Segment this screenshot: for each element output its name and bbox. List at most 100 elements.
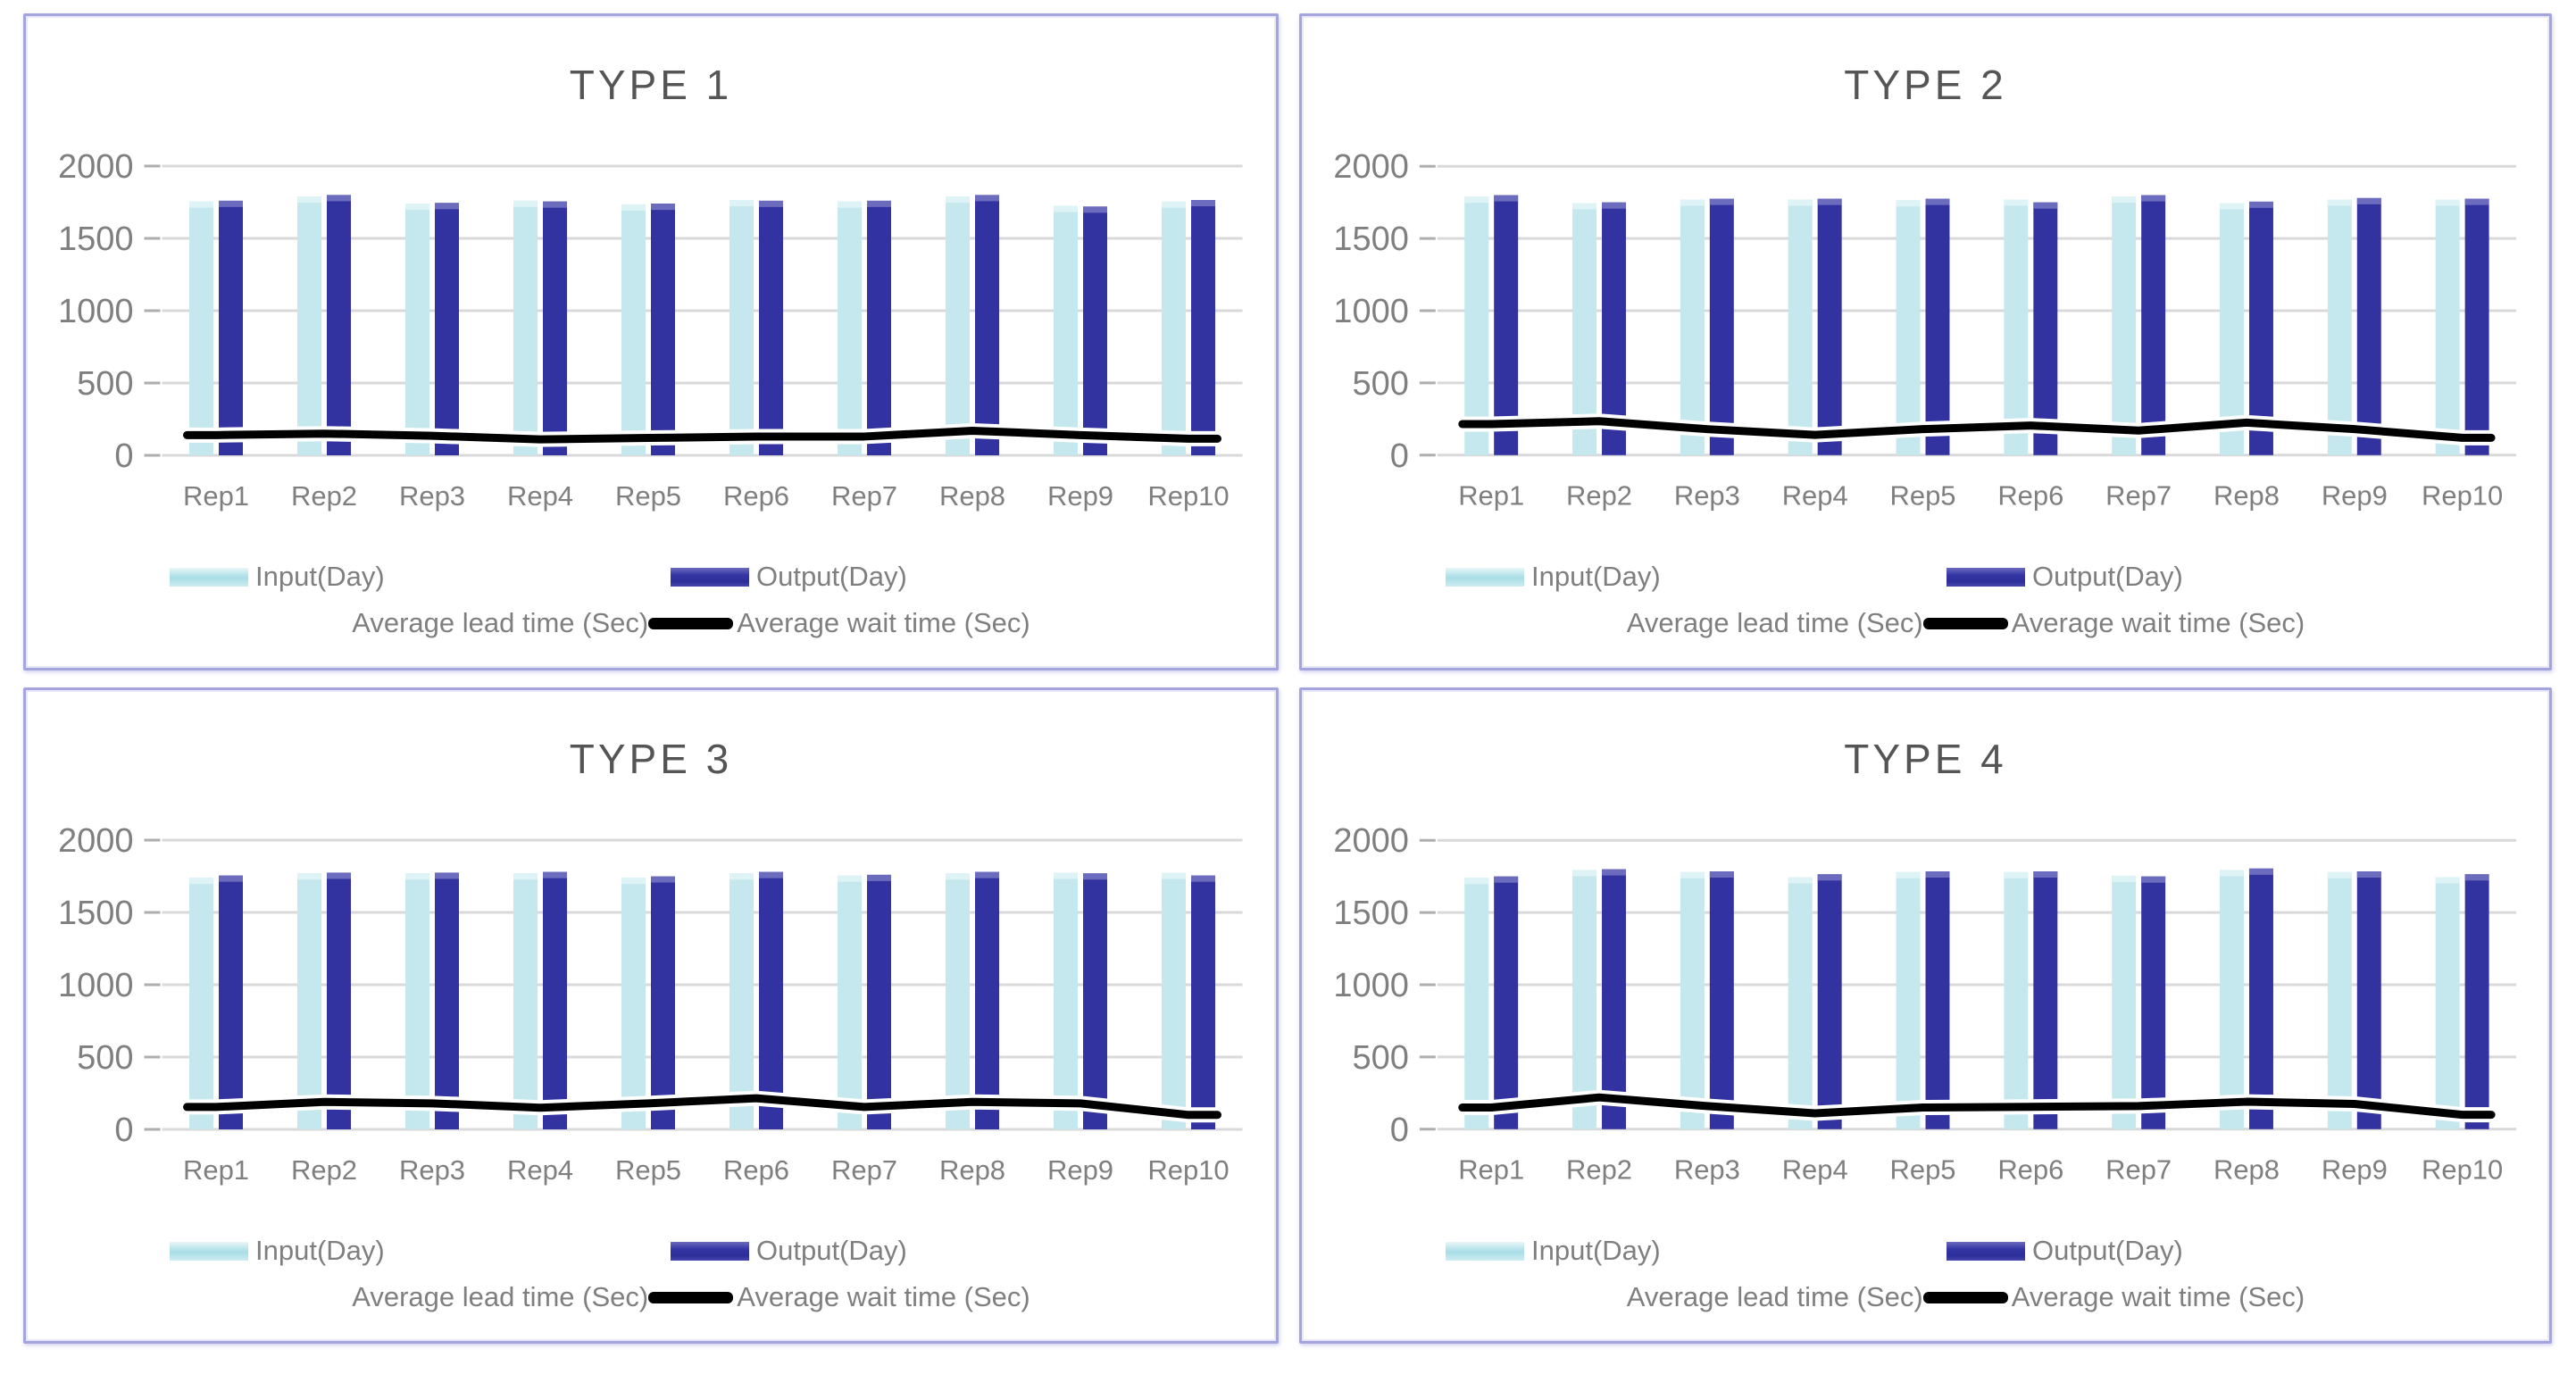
svg-text:1000: 1000 [1333,967,1408,1004]
bar-line-chart: 0 500 1000 1500 2000 Rep1 Rep2 Rep3 Rep4 Rep5 Rep6… [58,822,1243,1186]
legend-item-output: Output(Day) [1947,1235,2183,1267]
chart-legend: Input(Day) Output(Day) Average lead time… [1302,1190,2549,1313]
svg-text:Rep10: Rep10 [2422,1154,2503,1186]
wait-time-legend-label: Average wait time (Sec) [2011,607,2305,638]
wait-time-line-swatch-icon [648,617,734,629]
input-series-swatch-icon [170,567,248,587]
svg-text:Rep3: Rep3 [1674,1154,1740,1186]
legend-row-lines: Average lead time (Sec) Average wait tim… [1302,607,2549,639]
output-legend-label: Output(Day) [2032,561,2183,592]
svg-text:Rep1: Rep1 [1458,480,1524,512]
svg-text:0: 0 [1390,1112,1409,1149]
legend-item-wait-time: Average wait time (Sec) [648,607,1030,639]
output-legend-label: Output(Day) [2032,1235,2183,1266]
legend-item-output: Output(Day) [671,1235,907,1267]
input-legend-label: Input(Day) [255,1235,385,1266]
legend-row-bars: Input(Day) Output(Day) [170,1235,1276,1267]
legend-item-output: Output(Day) [1947,561,2183,593]
svg-text:1000: 1000 [58,293,134,330]
legend-item-lead-time: Average lead time (Sec) [1546,607,1923,639]
svg-text:2000: 2000 [58,822,134,860]
input-series-swatch-icon [170,1241,248,1261]
svg-text:1000: 1000 [1333,293,1408,330]
wait-time-line-swatch-icon [648,1291,734,1303]
svg-text:500: 500 [77,365,133,403]
chart-panel-type-4: TYPE 4 0 500 1000 1500 2000 Rep1 Rep2 Rep3 Rep4 R… [1299,687,2552,1344]
svg-text:2000: 2000 [1333,822,1408,860]
svg-text:Rep8: Rep8 [2213,1154,2280,1186]
svg-text:Rep5: Rep5 [615,480,681,512]
lead-time-legend-label: Average lead time (Sec) [1626,607,1923,638]
svg-text:Rep4: Rep4 [1782,1154,1848,1186]
legend-item-input: Input(Day) [170,561,671,593]
lead-time-line-swatch-icon [1546,617,1623,629]
svg-text:Rep6: Rep6 [1997,1154,2063,1186]
svg-text:500: 500 [1353,365,1409,403]
svg-text:Rep10: Rep10 [1147,1154,1229,1186]
svg-text:0: 0 [114,1112,133,1149]
output-legend-label: Output(Day) [756,561,907,592]
wait-time-line-swatch-icon [1922,617,2008,629]
svg-text:Rep9: Rep9 [2322,480,2388,512]
chart-title: TYPE 3 [569,736,733,782]
svg-text:Rep9: Rep9 [1047,480,1113,512]
svg-text:Rep9: Rep9 [2322,1154,2388,1186]
input-legend-label: Input(Day) [1531,561,1661,592]
chart-panel-type-3: TYPE 3 0 500 1000 1500 2000 Rep1 Rep2 Rep3 Rep4 R… [23,687,1279,1344]
svg-text:Rep2: Rep2 [291,1154,357,1186]
legend-item-input: Input(Day) [170,1235,671,1267]
svg-text:500: 500 [1353,1039,1409,1077]
svg-text:500: 500 [77,1039,133,1077]
svg-text:Rep1: Rep1 [1458,1154,1524,1186]
svg-text:Rep2: Rep2 [1566,1154,1632,1186]
chart-legend: Input(Day) Output(Day) Average lead time… [26,1190,1276,1313]
legend-item-lead-time: Average lead time (Sec) [1546,1281,1923,1313]
chart-title: TYPE 4 [1844,736,2007,782]
svg-text:Rep8: Rep8 [2213,480,2280,512]
svg-text:2000: 2000 [58,148,134,186]
chart-panel-type-1: TYPE 1 0 500 1000 1500 2000 Rep1 Rep2 Rep3 Rep4 R… [23,13,1279,670]
svg-text:Rep7: Rep7 [2105,1154,2172,1186]
svg-text:Rep4: Rep4 [507,1154,573,1186]
svg-text:Rep2: Rep2 [291,480,357,512]
svg-text:Rep10: Rep10 [2422,480,2503,512]
svg-text:Rep8: Rep8 [939,480,1005,512]
svg-text:2000: 2000 [1333,148,1408,186]
svg-text:1000: 1000 [58,967,134,1004]
svg-text:Rep5: Rep5 [615,1154,681,1186]
legend-item-lead-time: Average lead time (Sec) [271,607,648,639]
svg-text:Rep3: Rep3 [399,1154,465,1186]
svg-text:Rep6: Rep6 [1997,480,2063,512]
svg-text:1500: 1500 [1333,221,1408,258]
svg-text:Rep1: Rep1 [183,1154,249,1186]
bar-line-chart: 0 500 1000 1500 2000 Rep1 Rep2 Rep3 Rep4 Rep5 Rep6… [1333,822,2517,1186]
output-legend-label: Output(Day) [756,1235,907,1266]
legend-row-lines: Average lead time (Sec) Average wait tim… [26,607,1276,639]
input-series-swatch-icon [1446,567,1524,587]
wait-time-legend-label: Average wait time (Sec) [2011,1281,2305,1312]
svg-text:Rep4: Rep4 [507,480,573,512]
lead-time-legend-label: Average lead time (Sec) [352,607,649,638]
bar-line-chart: 0 500 1000 1500 2000 Rep1 Rep2 Rep3 Rep4 Rep5 Rep6… [1333,148,2517,512]
svg-text:Rep7: Rep7 [831,1154,897,1186]
svg-text:Rep4: Rep4 [1782,480,1848,512]
legend-item-wait-time: Average wait time (Sec) [1922,1281,2305,1313]
svg-text:1500: 1500 [1333,895,1408,932]
wait-time-line-swatch-icon [1922,1291,2008,1303]
legend-item-lead-time: Average lead time (Sec) [271,1281,648,1313]
wait-time-legend-label: Average wait time (Sec) [737,607,1030,638]
lead-time-line-swatch-icon [271,617,349,629]
lead-time-line-swatch-icon [271,1291,349,1303]
legend-row-bars: Input(Day) Output(Day) [1446,561,2549,593]
legend-item-output: Output(Day) [671,561,907,593]
svg-text:Rep5: Rep5 [1890,1154,1956,1186]
output-series-swatch-icon [1947,1241,2025,1261]
bar-line-chart: 0 500 1000 1500 2000 Rep1 Rep2 Rep3 Rep4 Rep5 Rep6… [58,148,1243,512]
svg-text:1500: 1500 [58,221,134,258]
svg-text:Rep7: Rep7 [831,480,897,512]
svg-text:Rep6: Rep6 [723,480,789,512]
svg-text:Rep9: Rep9 [1047,1154,1113,1186]
svg-text:Rep10: Rep10 [1147,480,1229,512]
chart-legend: Input(Day) Output(Day) Average lead time… [1302,516,2549,639]
svg-text:Rep5: Rep5 [1890,480,1956,512]
